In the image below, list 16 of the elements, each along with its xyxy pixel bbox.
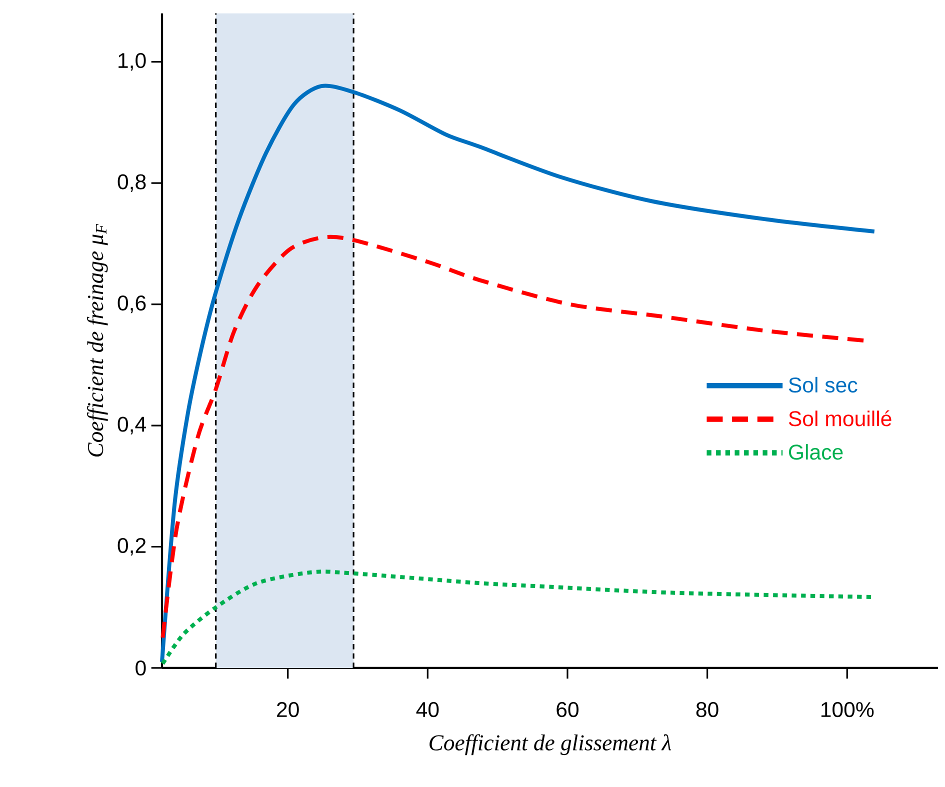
y-tick-label: 1,0 <box>118 53 146 71</box>
x-tick-label: 20 <box>277 702 299 718</box>
y-tick-label: 0,4 <box>118 416 146 434</box>
x-tick-label: 100% <box>821 702 874 718</box>
legend-label: Sol mouillé <box>788 410 892 426</box>
y-tick-label: 0,6 <box>118 295 146 314</box>
y-tick-label: 0,8 <box>118 174 146 192</box>
y-axis-title: Coefficient de freinage μ$_{F}$ <box>87 224 108 457</box>
y-tick-label: 0 <box>136 660 146 676</box>
x-tick-label: 80 <box>696 702 718 718</box>
legend-label: Sol sec <box>788 376 858 393</box>
y-tick-label: 0,2 <box>118 538 146 556</box>
legend-label: Glace <box>788 444 843 460</box>
x-tick-label: 60 <box>556 702 578 718</box>
x-tick-label: 40 <box>416 702 439 718</box>
x-axis-title: Coefficient de glissement λ <box>430 734 672 756</box>
